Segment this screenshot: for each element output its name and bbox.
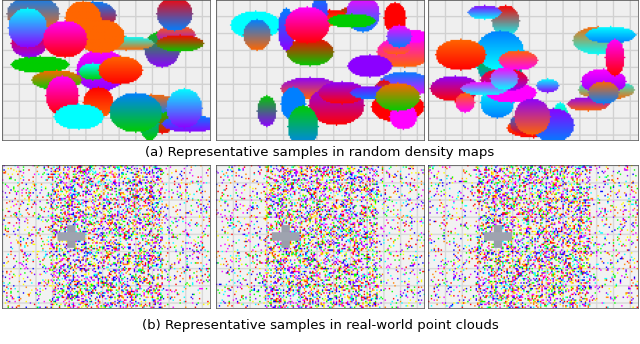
Text: (a) Representative samples in random density maps: (a) Representative samples in random den…	[145, 146, 495, 159]
Text: (b) Representative samples in real-world point clouds: (b) Representative samples in real-world…	[141, 320, 499, 333]
